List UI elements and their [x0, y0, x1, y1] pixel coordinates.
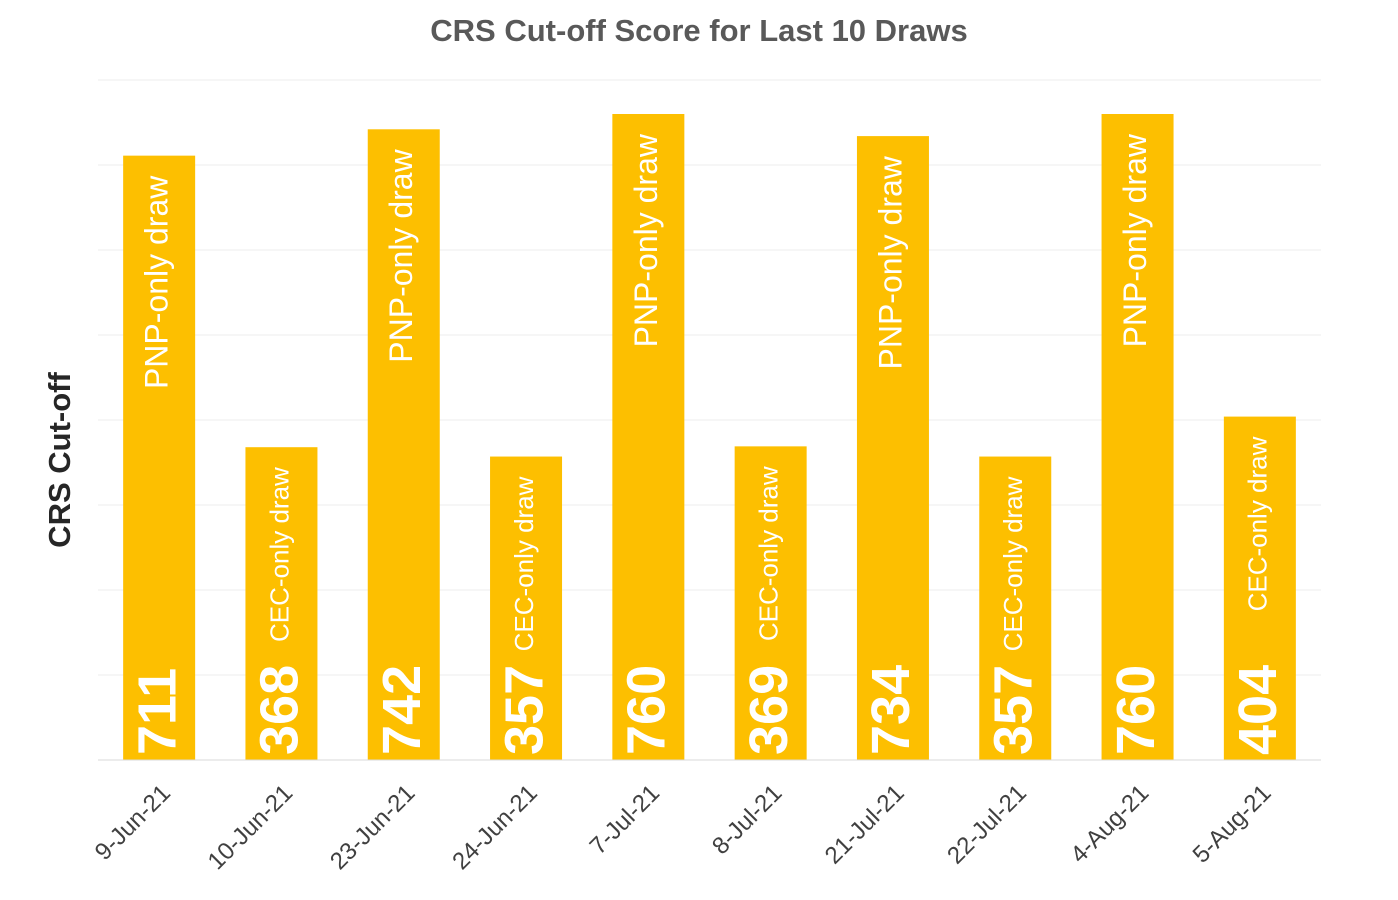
x-tick-label: 21-Jul-21 [820, 780, 910, 870]
value-label: 368 [250, 665, 310, 755]
bar-note: PNP-only draw [139, 175, 175, 389]
bar [245, 447, 318, 760]
x-tick-label: 24-Jun-21 [447, 780, 543, 876]
value-label: 404 [1228, 665, 1288, 755]
bar [123, 155, 196, 760]
bar [979, 456, 1052, 760]
value-label: 357 [984, 665, 1044, 755]
x-tick-label: 22-Jul-21 [942, 780, 1032, 870]
value-label: 369 [739, 665, 799, 755]
bar [1101, 114, 1174, 760]
value-label: 711 [127, 668, 187, 755]
bar [612, 114, 685, 760]
bar [734, 446, 807, 760]
x-tick-label: 10-Jun-21 [203, 780, 299, 876]
x-tick-label: 4-Aug-21 [1065, 780, 1154, 869]
y-axis-label: CRS Cut-off [42, 372, 77, 548]
bar [1223, 416, 1296, 760]
bar [856, 136, 929, 761]
bar [367, 129, 440, 761]
value-label: 760 [1106, 665, 1166, 755]
bar-note: CEC-only draw [754, 466, 784, 641]
x-tick-label: 9-Jun-21 [90, 780, 176, 866]
bar [490, 456, 563, 760]
bar-note: PNP-only draw [628, 133, 664, 347]
x-tick-label: 23-Jun-21 [325, 780, 421, 876]
value-label: 760 [617, 665, 677, 755]
bar-note: CEC-only draw [1243, 436, 1273, 611]
bar-note: PNP-only draw [872, 155, 908, 369]
bar-note: PNP-only draw [1117, 133, 1153, 347]
x-tick-label: 8-Jul-21 [707, 780, 787, 860]
bar-note: CEC-only draw [509, 476, 539, 651]
value-label: 357 [494, 665, 554, 755]
value-label: 734 [861, 665, 921, 755]
value-label: 742 [372, 665, 432, 755]
bar-note: CEC-only draw [998, 476, 1028, 651]
chart-title: CRS Cut-off Score for Last 10 Draws [430, 13, 967, 48]
x-tick-label: 5-Aug-21 [1188, 780, 1277, 869]
bar-note: PNP-only draw [383, 148, 419, 362]
x-tick-label: 7-Jul-21 [585, 780, 665, 860]
bar-note: CEC-only draw [264, 467, 294, 642]
